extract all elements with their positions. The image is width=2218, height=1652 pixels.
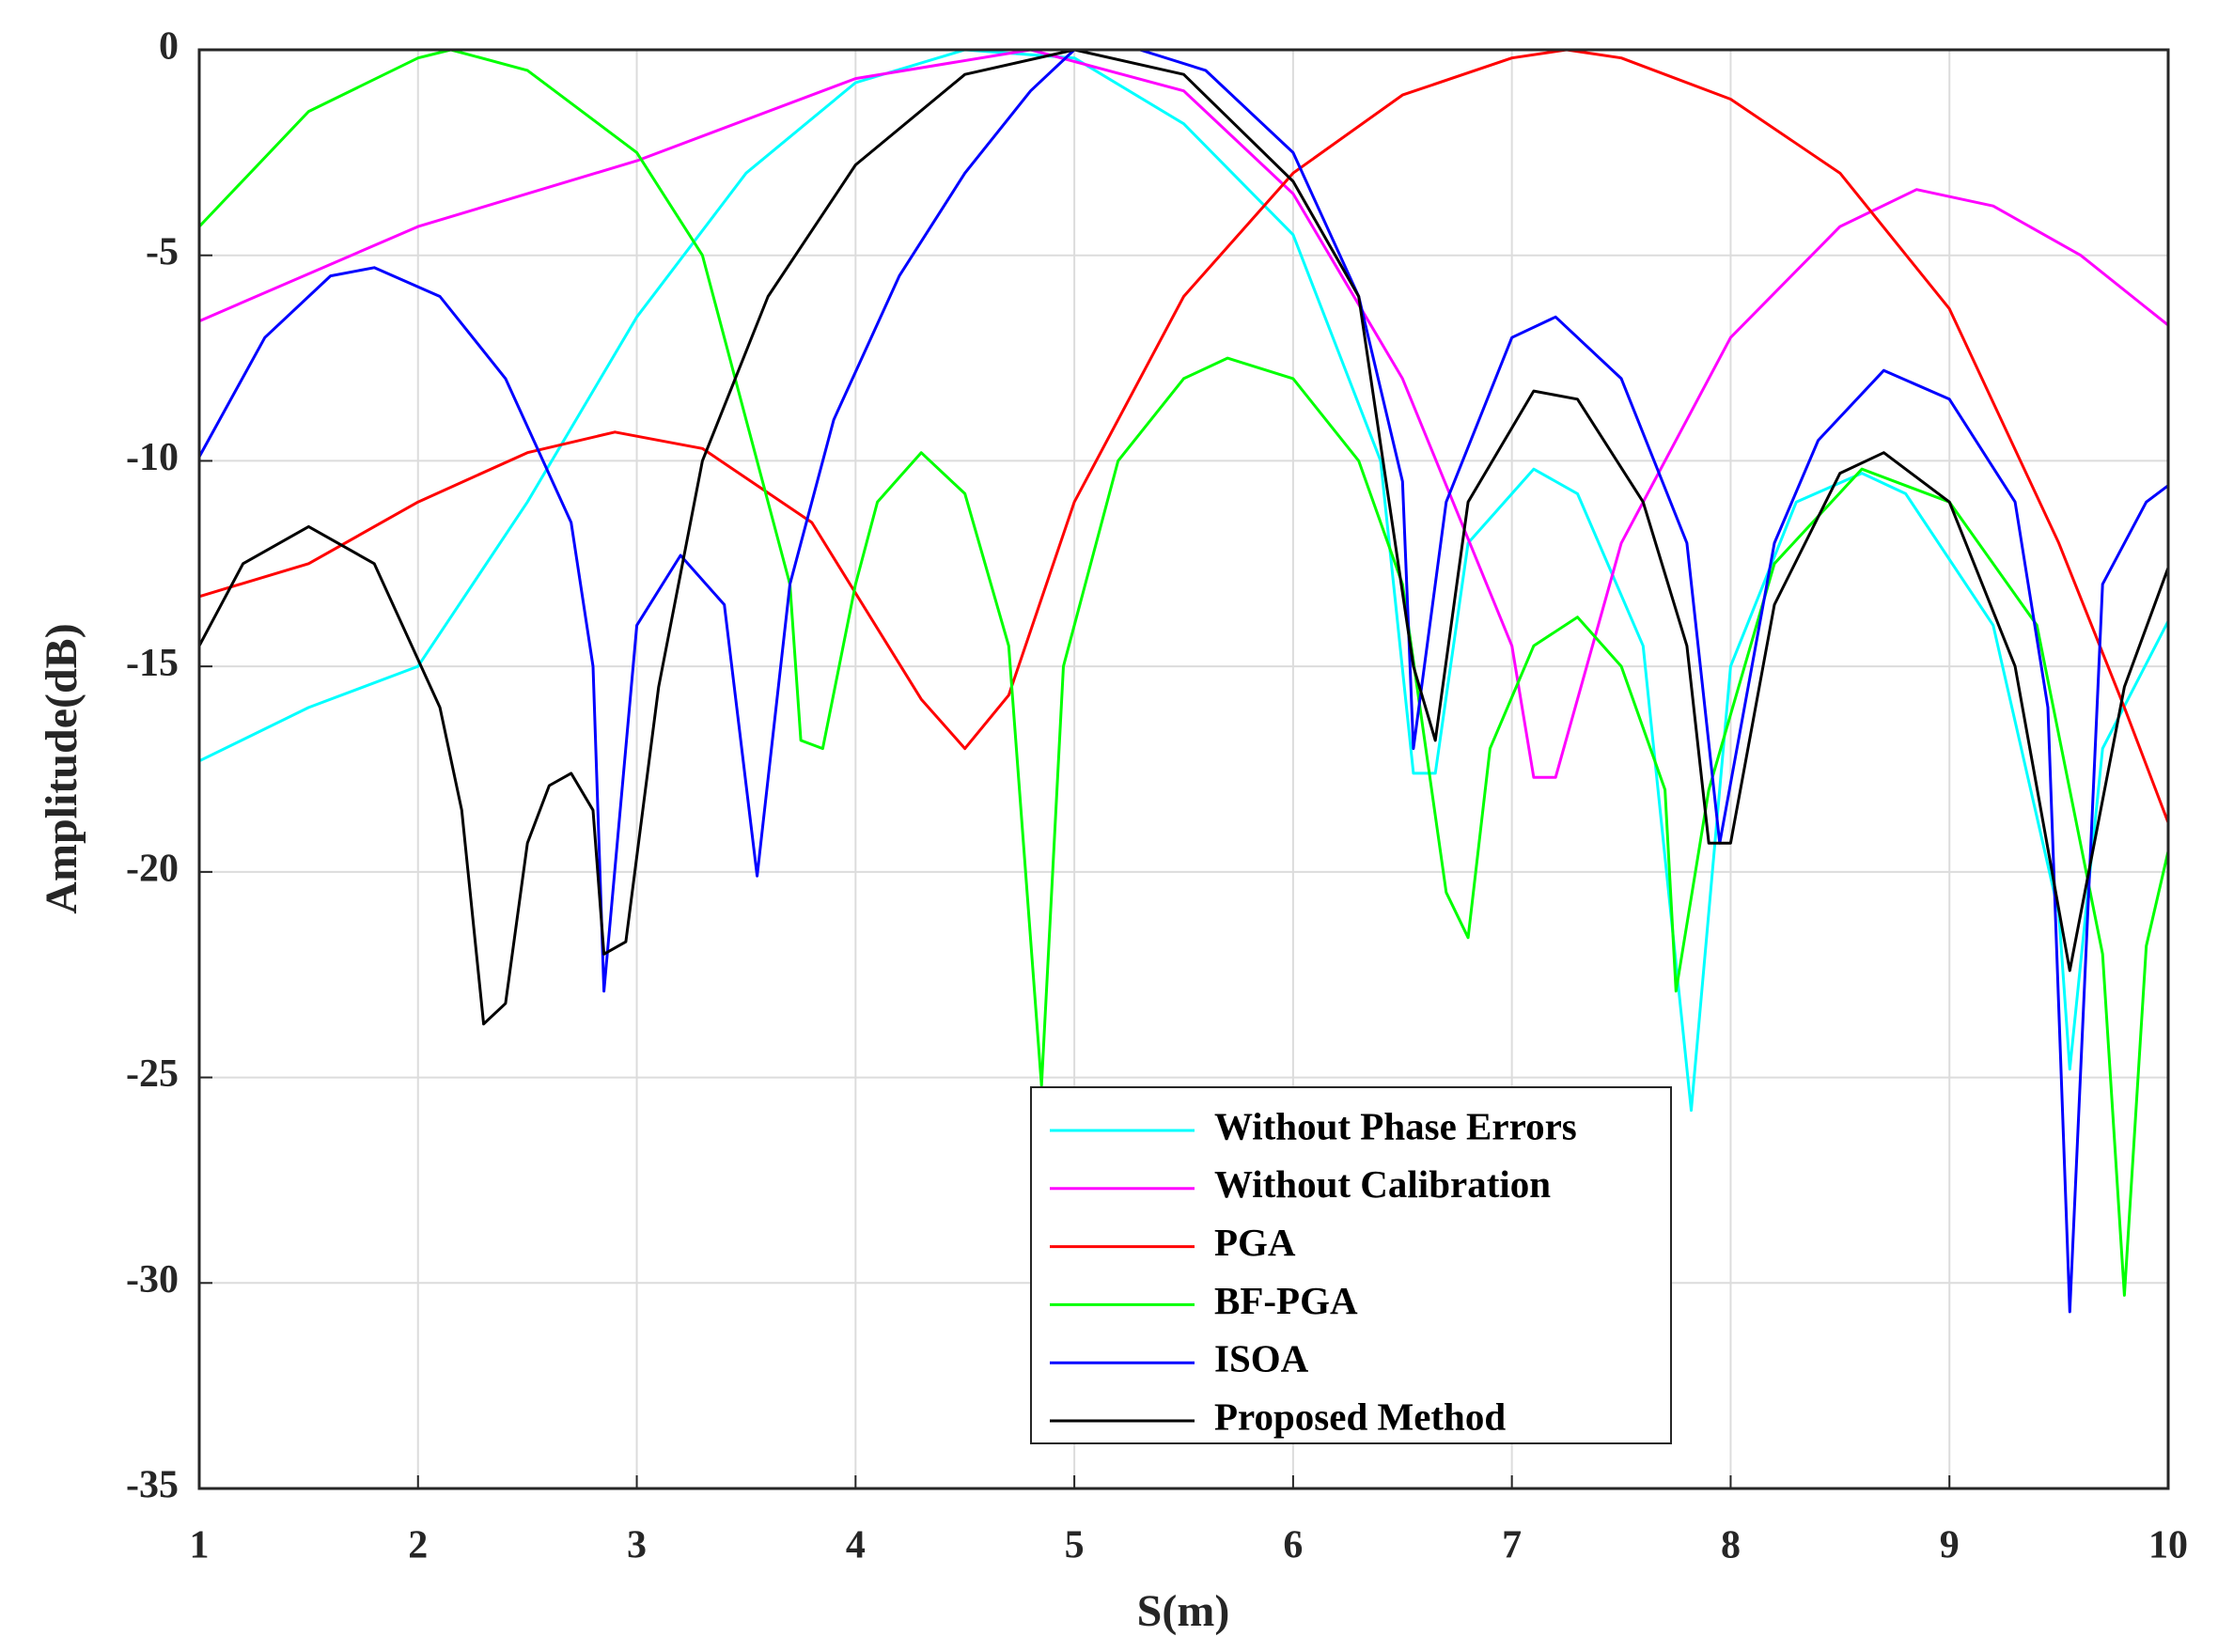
plot-frame [197, 48, 2170, 1490]
x-tick-label: 1 [190, 1524, 210, 1567]
y-tick-label: -30 [126, 1258, 179, 1301]
legend-label: Proposed Method [1214, 1395, 1506, 1438]
y-tick-label: -15 [126, 642, 179, 685]
y-tick-label: -10 [126, 436, 179, 479]
series-line [198, 48, 2170, 823]
x-tick-label: 4 [846, 1524, 866, 1567]
x-axis-title: S(m) [1137, 1586, 1230, 1636]
series-line [197, 48, 2169, 1314]
y-tick-label: -5 [146, 230, 179, 273]
x-tick-label: 5 [1065, 1524, 1085, 1567]
legend-label: Without Calibration [1214, 1162, 1551, 1206]
x-tick-label: 8 [1721, 1524, 1741, 1567]
legend-label: BF-PGA [1214, 1279, 1358, 1322]
series-line [197, 48, 2170, 1026]
y-tick-label: -25 [126, 1052, 179, 1096]
series-line [198, 48, 2169, 779]
x-tick-label: 10 [2148, 1524, 2188, 1567]
ticks: 1 2 3 4 5 6 7 8 9 10 -35 -30 -25 -20 -15 -10 -5 0 [126, 25, 2188, 1567]
x-tick-label: 6 [1283, 1524, 1303, 1567]
y-tick-label: -35 [126, 1464, 179, 1507]
legend-box [1030, 1086, 1672, 1444]
y-tick-label: 0 [159, 25, 179, 69]
legend-label: PGA [1214, 1221, 1296, 1264]
legend-label: Without Phase Errors [1214, 1104, 1577, 1147]
x-tick-label: 2 [408, 1524, 428, 1567]
x-tick-label: 3 [627, 1524, 647, 1567]
legend: Without Phase Errors Without Calibration P… [1030, 1086, 1672, 1444]
legend-label: ISOA [1214, 1337, 1309, 1380]
series-line [198, 48, 2170, 1113]
x-tick-label: 7 [1502, 1524, 1522, 1567]
plot-lines [197, 48, 2170, 1314]
series-line [197, 48, 2170, 1297]
y-tick-label: -20 [126, 847, 179, 890]
x-tick-label: 9 [1940, 1524, 1960, 1567]
y-axis-title: Amplitude(dB) [37, 623, 86, 913]
